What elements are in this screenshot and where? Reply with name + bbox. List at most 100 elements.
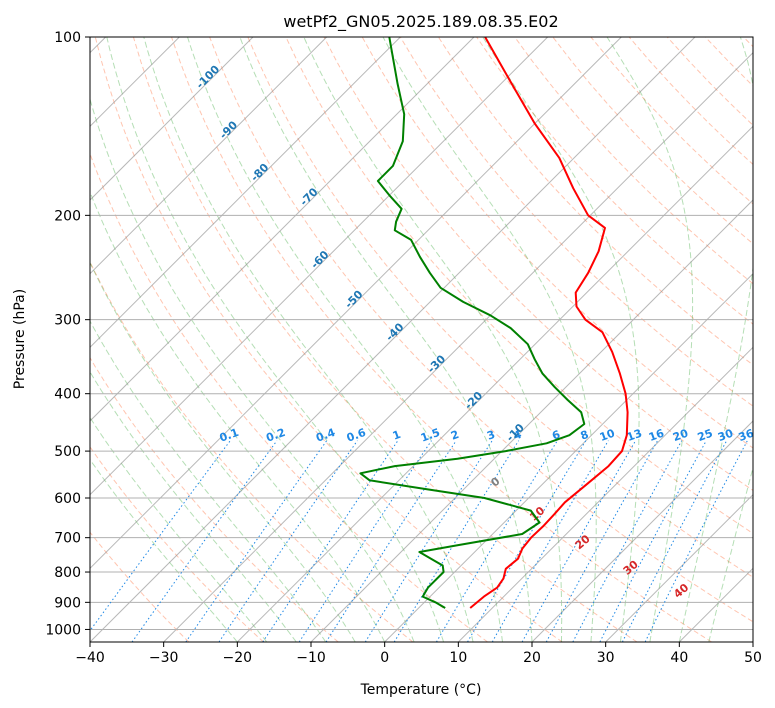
x-axis-label: Temperature (°C) bbox=[360, 682, 482, 698]
x-tick-label: 30 bbox=[597, 650, 615, 666]
y-tick-label: 200 bbox=[54, 208, 81, 224]
isotherm bbox=[90, 37, 622, 570]
y-tick-label: 900 bbox=[54, 595, 81, 611]
mixing-ratio-label: 1 bbox=[391, 428, 403, 443]
isotherm bbox=[90, 37, 696, 642]
wet-bulb-label: 0 bbox=[488, 474, 502, 489]
isotherm-label: -40 bbox=[383, 320, 406, 343]
isotherm-label: -30 bbox=[425, 352, 448, 375]
mixing-ratio-label: 2 bbox=[449, 428, 461, 443]
mixing-ratio-line bbox=[467, 440, 587, 642]
mixing-ratio-label: 0.1 bbox=[218, 426, 241, 445]
mixing-ratio-label: 10 bbox=[598, 426, 617, 444]
y-tick-label: 300 bbox=[54, 313, 81, 329]
mixing-ratio-line bbox=[644, 440, 748, 642]
moist-adiabat bbox=[187, 37, 503, 642]
y-tick-label: 100 bbox=[54, 30, 81, 46]
mixing-ratio-line bbox=[131, 440, 278, 642]
isotherm bbox=[678, 567, 753, 642]
moist-adiabat bbox=[90, 458, 238, 642]
mixing-ratio-label: 20 bbox=[671, 426, 690, 444]
y-tick-label: 500 bbox=[54, 444, 81, 460]
mixing-ratio-line bbox=[262, 440, 399, 642]
y-tick-label: 800 bbox=[54, 565, 81, 581]
y-tick-label: 600 bbox=[54, 491, 81, 507]
y-tick-label: 400 bbox=[54, 387, 81, 403]
isotherm-label: -70 bbox=[297, 185, 320, 208]
mixing-ratio-label: 6 bbox=[550, 428, 562, 443]
isotherm bbox=[163, 51, 753, 642]
mixing-ratio-line bbox=[298, 440, 432, 642]
mixing-ratio-label: 4 bbox=[512, 428, 524, 443]
mixing-ratio-line bbox=[364, 440, 493, 642]
y-tick-label: 700 bbox=[54, 531, 81, 547]
isotherm-label: -60 bbox=[308, 248, 331, 271]
mixing-ratio-line bbox=[521, 440, 637, 642]
isotherm-label: -10 bbox=[504, 421, 527, 444]
isotherm bbox=[236, 125, 753, 642]
dry-adiabat bbox=[247, 37, 753, 578]
moist-adiabat bbox=[143, 37, 474, 642]
axis-ticks: −40 −30 −20 −10 0 10 20 30 40 5010020030040050060… bbox=[45, 30, 762, 666]
moist-adiabat bbox=[90, 261, 356, 642]
x-tick-label: 0 bbox=[380, 650, 389, 666]
isotherm bbox=[90, 37, 401, 349]
plot-frame bbox=[89, 36, 754, 643]
isotherm bbox=[90, 37, 328, 275]
x-tick-label: 20 bbox=[523, 650, 541, 666]
mixing-ratio-label: 0.2 bbox=[264, 426, 287, 445]
y-tick-label: 1000 bbox=[45, 622, 81, 638]
mixing-ratio-label: 0.4 bbox=[314, 426, 337, 445]
isotherm bbox=[90, 37, 254, 201]
moist-adiabat bbox=[678, 37, 753, 642]
x-tick-label: −20 bbox=[223, 650, 253, 666]
isotherm bbox=[90, 37, 549, 496]
moist-adiabat bbox=[606, 37, 694, 642]
y-axis-label: Pressure (hPa) bbox=[12, 289, 28, 389]
mixing-ratio-label: 13 bbox=[625, 427, 644, 444]
mixing-ratio-label: 30 bbox=[716, 426, 735, 444]
isotherm bbox=[90, 37, 475, 422]
dry-adiabat bbox=[90, 152, 488, 642]
mixing-ratio-line bbox=[491, 440, 609, 642]
x-tick-label: 40 bbox=[670, 650, 688, 666]
isotherm bbox=[605, 493, 753, 642]
isotherm bbox=[457, 346, 753, 642]
mixing-ratio-line bbox=[325, 440, 457, 642]
dry-adiabat bbox=[90, 446, 264, 642]
temperature-profile-line bbox=[469, 37, 629, 609]
isotherm-label: -50 bbox=[342, 288, 365, 311]
dry-adiabat bbox=[361, 37, 753, 449]
dry-adiabat bbox=[743, 37, 753, 48]
moist-adiabat bbox=[106, 37, 445, 642]
chart-title: wetPf2_GN05.2025.189.08.35.E02 bbox=[283, 12, 558, 32]
dry-adiabat bbox=[437, 37, 753, 366]
mixing-ratio-label: 25 bbox=[696, 427, 715, 444]
dry-adiabat bbox=[171, 37, 712, 642]
x-tick-label: −30 bbox=[149, 650, 179, 666]
dewpoint-profile-line bbox=[359, 37, 586, 609]
mixing-ratio-line bbox=[545, 440, 659, 642]
dry-adiabat bbox=[285, 37, 753, 535]
mixing-ratio-line bbox=[393, 440, 520, 642]
mixing-ratio-line bbox=[90, 440, 231, 632]
dry-adiabat bbox=[90, 531, 190, 642]
moist-adiabat bbox=[303, 37, 563, 642]
moist-adiabat bbox=[90, 370, 297, 642]
dry-adiabat bbox=[704, 37, 753, 87]
dry-adiabat bbox=[323, 37, 753, 491]
isotherm bbox=[752, 641, 753, 642]
x-tick-label: −40 bbox=[75, 650, 105, 666]
dry-adiabat bbox=[590, 37, 753, 205]
mixing-ratio-line bbox=[572, 440, 683, 642]
mixing-ratio-label: 8 bbox=[579, 428, 591, 443]
x-tick-label: −10 bbox=[296, 650, 326, 666]
profile-lines bbox=[359, 37, 629, 609]
dry-adiabat bbox=[514, 37, 753, 285]
moist-adiabat bbox=[482, 37, 640, 642]
mixing-ratio-label: 0.6 bbox=[345, 426, 368, 445]
x-tick-label: 10 bbox=[449, 650, 467, 666]
wet-bulb-label: 30 bbox=[621, 558, 641, 578]
dry-adiabat bbox=[90, 260, 414, 642]
